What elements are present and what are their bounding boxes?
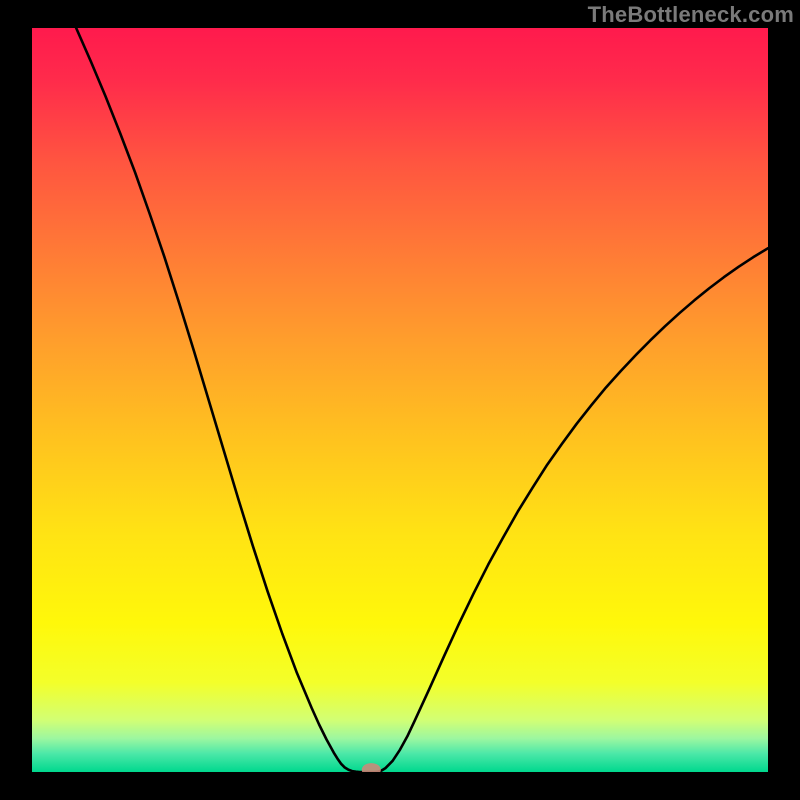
- plot-area: [32, 28, 768, 772]
- chart-canvas: TheBottleneck.com: [0, 0, 800, 800]
- chart-background: [32, 28, 768, 772]
- bottleneck-curve-chart: [32, 28, 768, 772]
- watermark-text: TheBottleneck.com: [588, 2, 794, 28]
